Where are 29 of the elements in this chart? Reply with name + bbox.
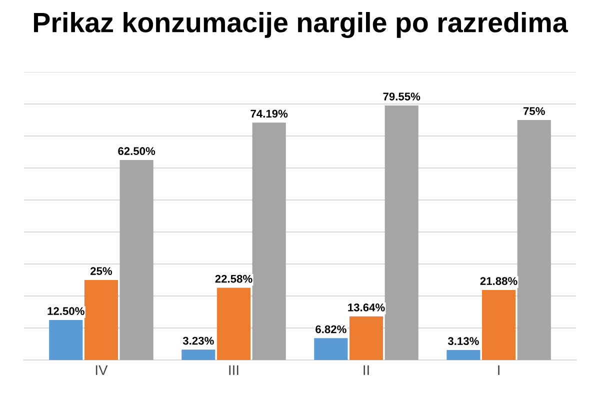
bar [446, 350, 480, 360]
bar [482, 290, 516, 360]
data-label: 25% [90, 267, 112, 276]
chart-title: Prikaz konzumacije nargile po razredima [34, 12, 568, 38]
bar [84, 280, 118, 360]
data-label: 3.23% [182, 336, 214, 345]
x-tick-label: II [364, 365, 369, 375]
bar [314, 338, 348, 360]
data-label: 62.50% [118, 147, 156, 156]
bar [384, 105, 418, 360]
data-label: 79.55% [383, 92, 420, 100]
data-label: 13.64% [348, 304, 385, 312]
x-tick-label: III [229, 365, 238, 375]
data-label: 22.58% [215, 274, 252, 283]
bar [517, 120, 551, 360]
x-tick-label: IV [96, 365, 108, 375]
data-label: 12.50% [48, 307, 84, 316]
bar [182, 350, 216, 360]
data-label: 3.13% [448, 337, 479, 346]
bar [120, 160, 154, 360]
bar [252, 122, 286, 360]
bar [49, 320, 83, 360]
x-tick-label: I [498, 365, 500, 375]
bar [216, 288, 251, 360]
data-label: 74.19% [250, 110, 288, 118]
data-label: 75% [523, 107, 545, 116]
bar [349, 316, 384, 360]
data-label: 21.88% [480, 277, 518, 286]
data-label: 6.82% [316, 325, 346, 334]
